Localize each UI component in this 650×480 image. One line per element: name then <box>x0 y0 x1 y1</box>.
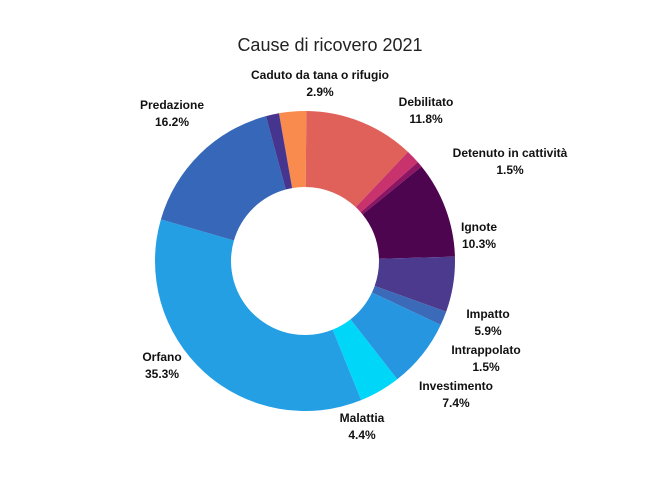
slice-label-malattia: Malattia <box>340 411 385 425</box>
slice-value-ignote: 10.3% <box>462 237 496 251</box>
slice-label-detenuto-in-cattivita: Detenuto in cattività <box>453 146 568 160</box>
slice-malattia <box>332 319 398 401</box>
slice-label-impatto: Impatto <box>466 307 509 321</box>
slice-value-debilitato: 11.8% <box>409 112 443 126</box>
slice-label-investimento: Investimento <box>419 379 493 393</box>
slice-labels: Caduto da tana o rifugio 2.9% Debilitato 11… <box>140 68 568 442</box>
slice-ignote <box>362 166 455 259</box>
slice-investimento <box>350 292 441 380</box>
chart-title: Cause di ricovero 2021 <box>237 35 422 55</box>
slice-value-caduto-da-tana-o-rifugio: 2.9% <box>306 85 334 99</box>
slice-label-intrappolato: Intrappolato <box>451 343 520 357</box>
slice-impatto <box>374 256 455 312</box>
slice-label-ignote: Ignote <box>461 220 497 234</box>
slice-debilitato <box>305 111 408 208</box>
slice-orfano <box>154 219 362 411</box>
slice-predazione <box>160 116 286 241</box>
slice-value-predazione: 16.2% <box>155 115 189 129</box>
donut-slices <box>154 111 455 411</box>
slice-detenuto-in-cattivita <box>355 151 418 213</box>
slice-label-orfano: Orfano <box>142 350 181 364</box>
slice-caduto-da-tana-o-rifugio <box>278 111 307 189</box>
slice-value-impatto: 5.9% <box>474 324 502 338</box>
slice-value-orfano: 35.3% <box>145 367 179 381</box>
slice-intrappolato <box>371 286 447 325</box>
slice-label-predazione: Predazione <box>140 98 204 112</box>
slice-unlabeled-11 <box>265 113 293 190</box>
slice-value-detenuto-in-cattivita: 1.5% <box>496 163 524 177</box>
slice-label-caduto-da-tana-o-rifugio: Caduto da tana o rifugio <box>251 68 389 82</box>
slice-unlabeled-3 <box>360 162 422 215</box>
slice-value-intrappolato: 1.5% <box>472 360 500 374</box>
slice-value-malattia: 4.4% <box>348 428 376 442</box>
slice-value-investimento: 7.4% <box>442 396 470 410</box>
slice-label-debilitato: Debilitato <box>399 95 454 109</box>
